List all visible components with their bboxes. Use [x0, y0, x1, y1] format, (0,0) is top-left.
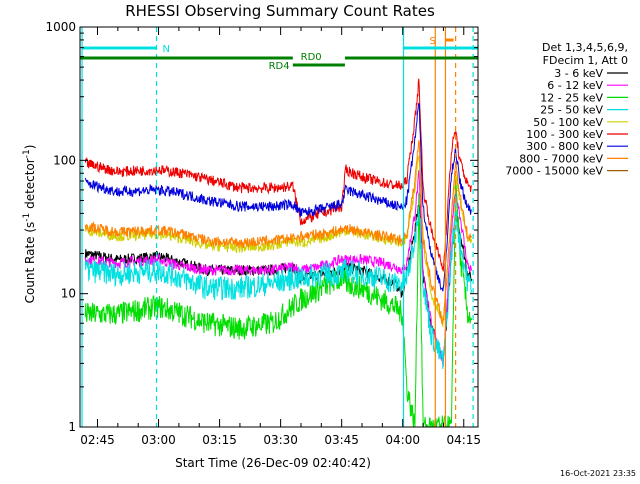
timestamp: 16-Oct-2021 23:35	[560, 469, 636, 478]
x-tick-label-5: 04:00	[385, 433, 420, 447]
legend-label-5: 100 - 300 keV	[526, 128, 603, 141]
legend-label-4: 50 - 100 keV	[533, 116, 603, 129]
legend-header-line2: FDecim 1, Att 0	[543, 54, 628, 67]
series-line-4	[84, 155, 473, 328]
y-axis-label-end: )	[23, 145, 37, 150]
series-line-2	[84, 177, 473, 428]
legend-header-line1: Det 1,3,4,5,6,9,	[542, 41, 628, 54]
x-tick-label-0: 02:45	[80, 433, 115, 447]
y-axis-label-sup2: -1	[22, 149, 32, 158]
legend-label-8: 7000 - 15000 keV	[505, 165, 603, 178]
series-line-3	[84, 204, 473, 370]
y-tick-label-2: 100	[53, 153, 76, 167]
y-tick-label-1: 10	[61, 287, 76, 301]
x-tick-label-1: 03:00	[141, 433, 176, 447]
x-tick-label-3: 03:30	[263, 433, 298, 447]
series-line-6	[84, 102, 472, 292]
legend-label-6: 300 - 800 keV	[526, 140, 603, 153]
rd0-label: RD0	[301, 52, 322, 63]
series-line-5	[84, 78, 473, 272]
legend-label-3: 25 - 50 keV	[540, 104, 603, 117]
legend-label-0: 3 - 6 keV	[554, 67, 603, 80]
legend-label-2: 12 - 25 keV	[540, 91, 603, 104]
legend: Det 1,3,4,5,6,9, FDecim 1, Att 0 3 - 6 k…	[505, 41, 628, 178]
night-label: N	[163, 44, 170, 55]
y-axis-label-sup1: -1	[22, 213, 32, 222]
series-layer	[84, 78, 473, 428]
plot-frame	[79, 26, 479, 428]
legend-label-7: 800 - 7000 keV	[519, 152, 603, 165]
y-axis-label: Count Rate (s-1 detector-1)	[22, 145, 37, 304]
legend-label-1: 6 - 12 keV	[547, 79, 603, 92]
y-axis-label-main: Count Rate (s	[23, 222, 37, 304]
x-tick-label-6: 04:15	[446, 433, 481, 447]
x-tick-label-2: 03:15	[202, 433, 237, 447]
rd4-label: RD4	[269, 61, 290, 72]
saa-label: S	[429, 36, 435, 47]
y-tick-label-3: 1000	[45, 20, 76, 34]
chart-title: RHESSI Observing Summary Count Rates	[125, 2, 435, 20]
axes-layer: 1 10 100 1000 02:45 03:00 03:15 03:30 03:45 04:00…	[45, 20, 481, 447]
x-axis-label: Start Time (26-Dec-09 02:40:42)	[175, 456, 371, 470]
y-axis-label-mid: detector	[23, 158, 37, 213]
y-tick-label-0: 1	[68, 420, 76, 434]
x-tick-label-4: 03:45	[324, 433, 359, 447]
series-line-7	[84, 140, 473, 325]
annotation-layer: N S RD0 RD4	[80, 27, 478, 427]
